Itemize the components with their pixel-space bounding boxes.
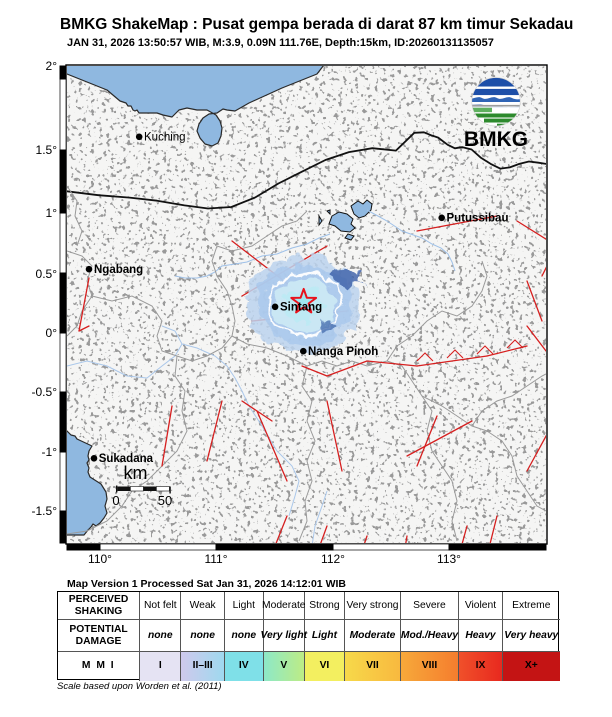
svg-text:112°: 112° <box>321 552 345 566</box>
svg-text:0.5°: 0.5° <box>36 267 58 281</box>
svg-text:Nanga Pinoh: Nanga Pinoh <box>308 346 378 358</box>
svg-text:Putussibau: Putussibau <box>447 213 509 225</box>
svg-text:Kuching: Kuching <box>144 132 186 144</box>
svg-text:Ngabang: Ngabang <box>94 264 143 276</box>
svg-text:113°: 113° <box>437 552 461 566</box>
svg-text:0°: 0° <box>46 326 58 340</box>
svg-text:-1°: -1° <box>42 445 58 459</box>
svg-text:km: km <box>124 463 148 483</box>
svg-text:1°: 1° <box>46 206 58 220</box>
svg-text:-0.5°: -0.5° <box>32 385 58 399</box>
svg-text:50: 50 <box>158 493 172 508</box>
svg-text:110°: 110° <box>88 552 112 566</box>
svg-text:2°: 2° <box>46 59 58 73</box>
svg-text:0: 0 <box>112 493 119 508</box>
svg-text:111°: 111° <box>204 552 227 566</box>
svg-text:BMKG: BMKG <box>464 128 528 151</box>
svg-text:1.5°: 1.5° <box>36 143 58 157</box>
svg-text:Sintang: Sintang <box>280 302 322 314</box>
svg-text:-1.5°: -1.5° <box>32 504 58 518</box>
